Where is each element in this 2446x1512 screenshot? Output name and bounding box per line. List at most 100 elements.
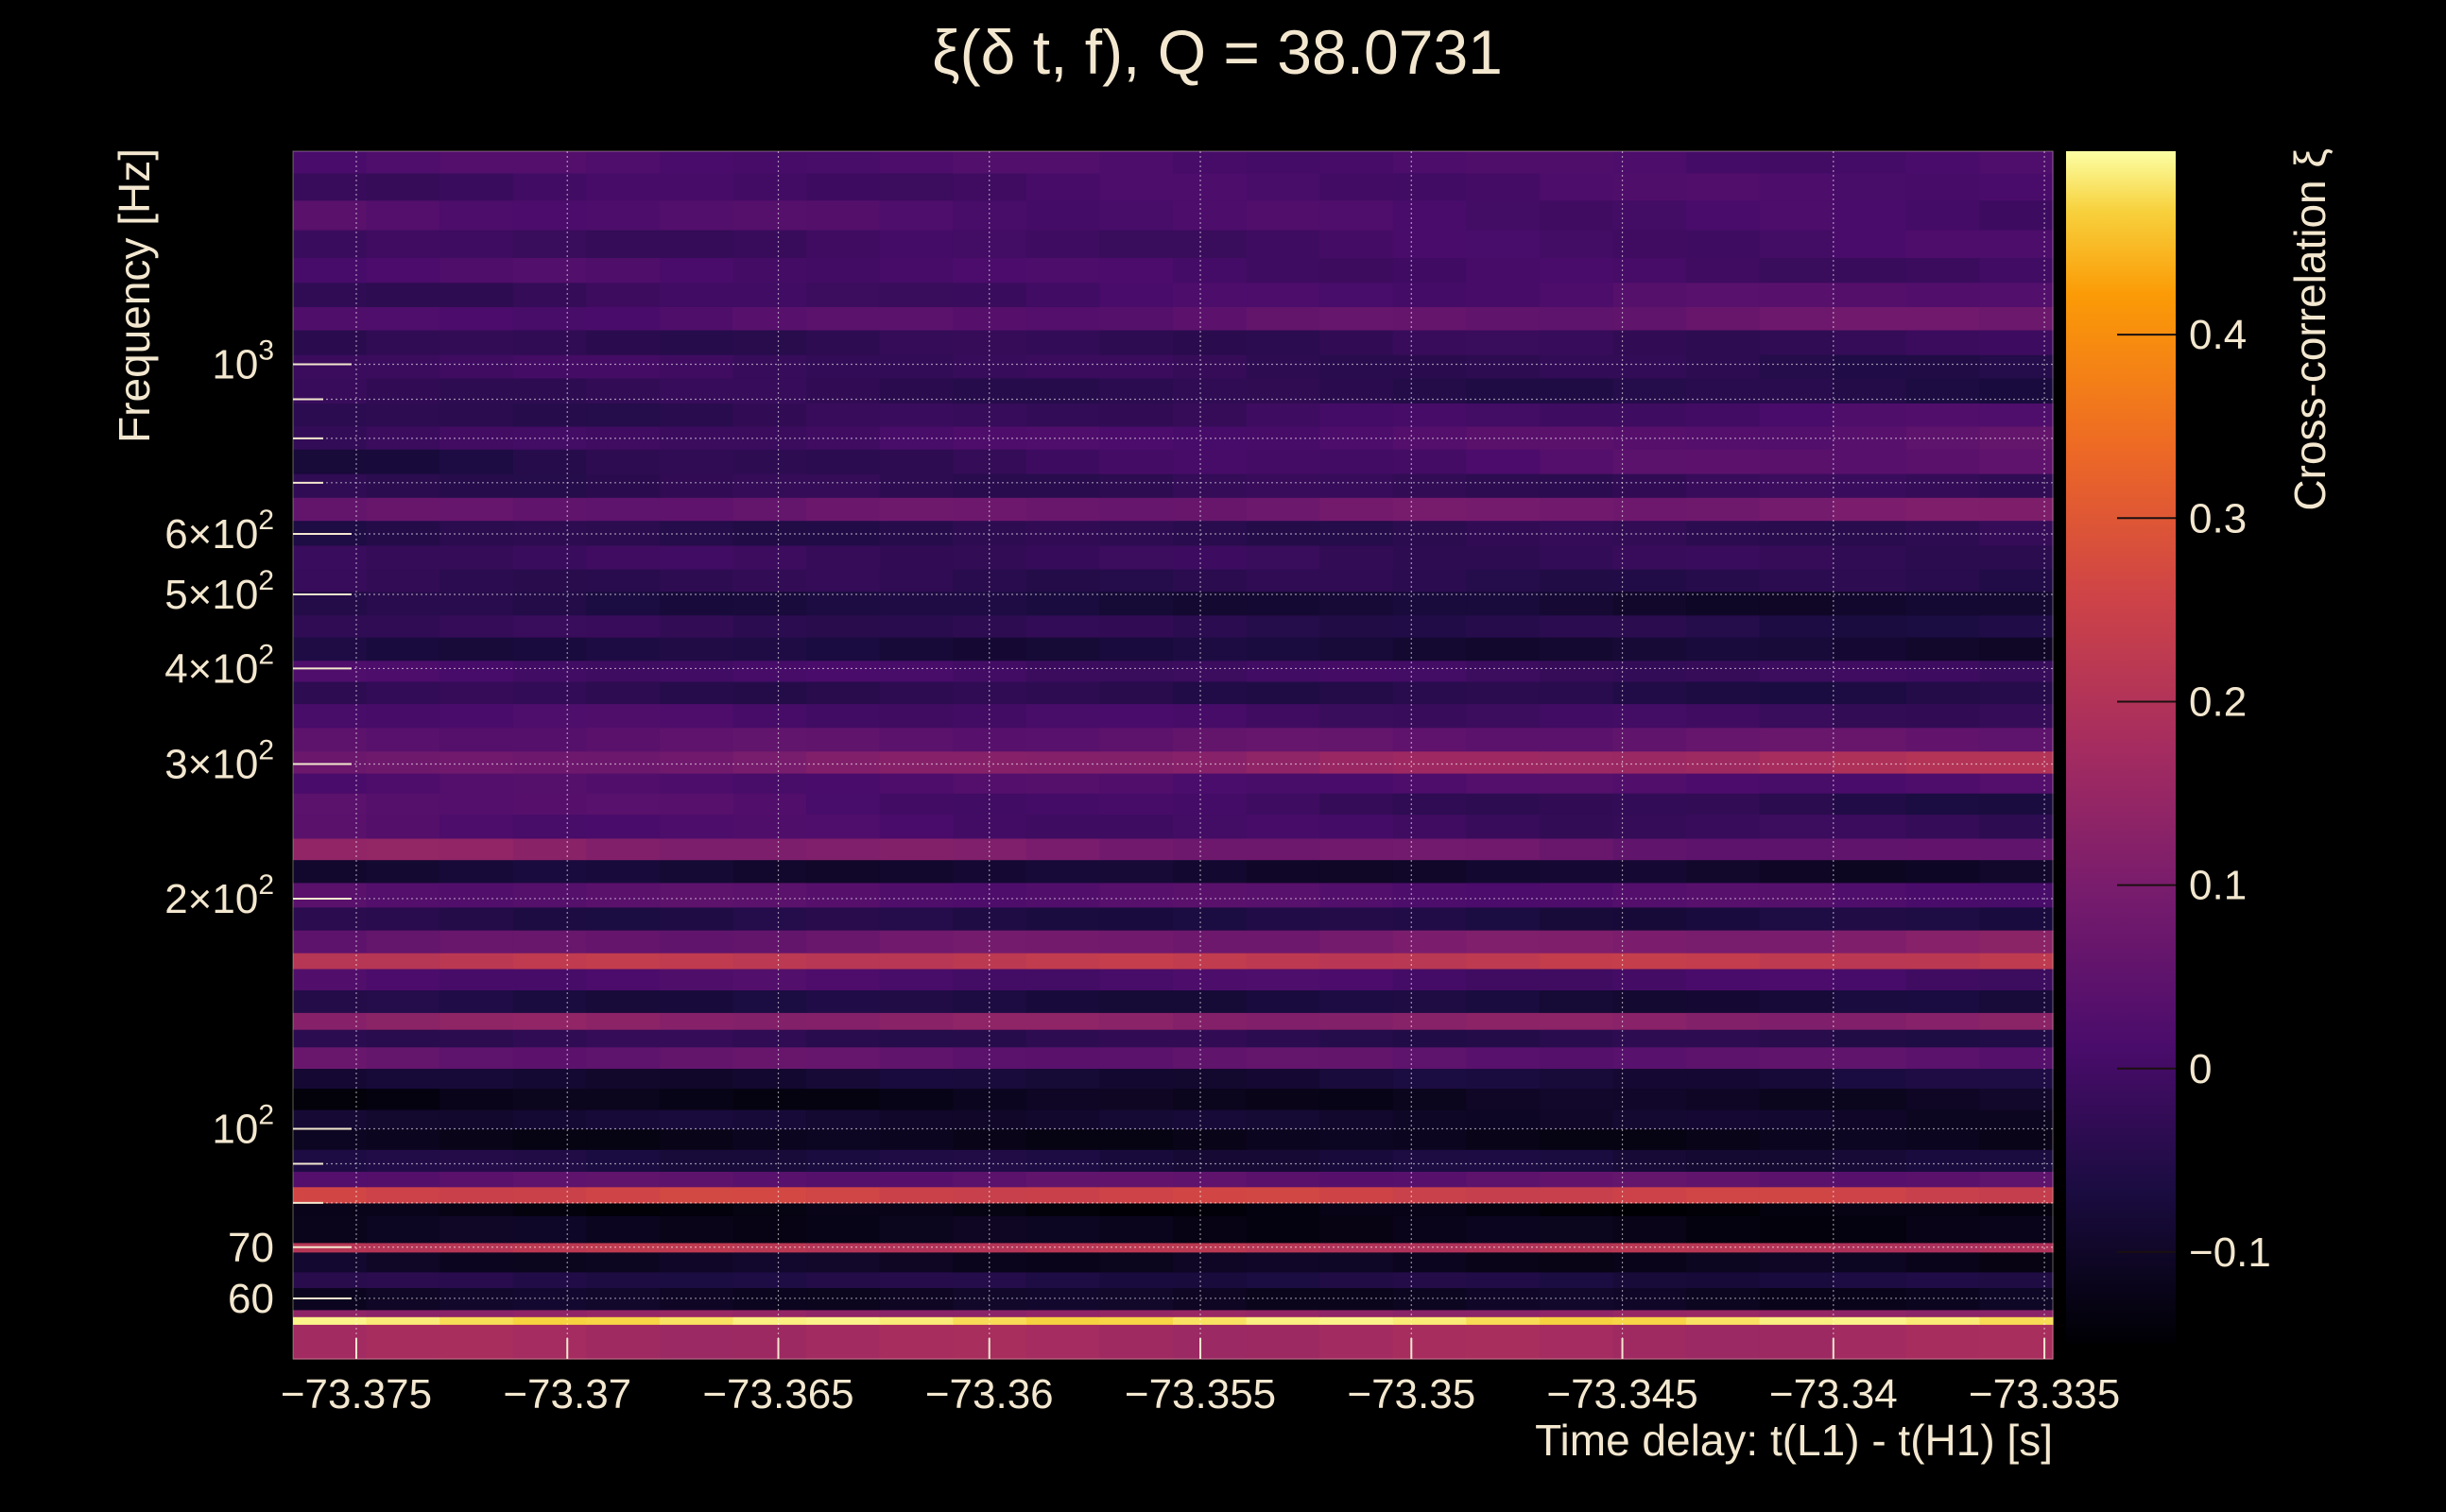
heatmap-cell [659,1068,734,1090]
heatmap-cell [512,230,587,258]
heatmap-cell [1466,544,1541,570]
heatmap-cell [1025,426,1100,450]
heatmap-cell [659,680,734,705]
heatmap-cell [1759,906,1834,931]
heatmap-cell [953,497,1027,522]
heatmap-cell [293,906,368,931]
heatmap-cell [1905,1309,1980,1317]
heatmap-cell [1905,906,1980,931]
heatmap-cell [659,199,734,231]
heatmap-cell [1392,636,1467,662]
y-tick-exponent: 2 [258,505,274,536]
heatmap-cell [1099,591,1174,616]
heatmap-cell [1466,969,1541,990]
heatmap-cell [806,953,881,970]
heatmap-cell [1539,1088,1614,1110]
heatmap-cell [1099,449,1174,474]
heatmap-cell [1759,882,1834,908]
heatmap-cell [586,614,661,638]
heatmap-cell [1319,1088,1394,1110]
heatmap-cell [1539,1068,1614,1090]
heatmap-cell [439,329,514,355]
heatmap-cell [1979,151,2054,174]
heatmap-cell [586,199,661,231]
heatmap-cell [879,1202,954,1216]
heatmap-cell [1173,1109,1248,1130]
heatmap-cell [879,953,954,970]
heatmap-cell [512,544,587,570]
heatmap-cell [1612,282,1687,307]
heatmap-cell [1173,859,1248,884]
heatmap-cell [1539,793,1614,816]
heatmap-cell [512,172,587,201]
heatmap-cell [1099,520,1174,546]
heatmap-cell [732,1171,807,1188]
heatmap-cell [1173,1128,1248,1150]
heatmap-cell [439,591,514,616]
heatmap-cell [1025,930,1100,954]
heatmap-cell [1686,1202,1761,1216]
heatmap-cell [1979,1171,2054,1188]
heatmap-cell [1392,306,1467,331]
heatmap-cell [806,1324,881,1360]
heatmap-cell [1025,306,1100,331]
heatmap-cell [1025,472,1100,498]
heatmap-cell [1539,703,1614,729]
heatmap-cell [366,773,440,794]
x-tick-label: −73.375 [281,1371,432,1418]
heatmap-cell [1319,1128,1394,1150]
heatmap-cell [1392,793,1467,816]
heatmap-cell [1539,230,1614,258]
heatmap-cell [1392,1088,1467,1110]
heatmap-cell [659,172,734,201]
heatmap-cell [512,354,587,379]
heatmap-cell [1466,591,1541,616]
heatmap-cell [293,449,368,474]
heatmap-cell [1833,703,1907,729]
heatmap-cell [1612,814,1687,839]
heatmap-cell [732,1149,807,1172]
heatmap-cell [1833,969,1907,990]
heatmap-cell [659,1088,734,1110]
heatmap-cell [1025,329,1100,355]
heatmap-cell [1979,520,2054,546]
heatmap-cell [1392,1149,1467,1172]
heatmap-cell [1466,306,1541,331]
heatmap-cell [1466,257,1541,284]
heatmap-cell [366,1186,440,1204]
heatmap-cell [1539,660,1614,682]
heatmap-cell [1099,930,1174,954]
heatmap-cell [1319,199,1394,231]
heatmap-cell [1539,591,1614,616]
heatmap-cell [1392,199,1467,231]
heatmap-cell [1759,1029,1834,1048]
heatmap-cell [366,930,440,954]
heatmap-cell [1025,151,1100,174]
heatmap-cell [659,1271,734,1288]
heatmap-cell [1833,1088,1907,1110]
heatmap-cell [1612,569,1687,593]
heatmap-cell [1246,472,1320,498]
heatmap-cell [659,544,734,570]
heatmap-cell [1759,814,1834,839]
heatmap-cell [1392,1046,1467,1069]
heatmap-cell [1173,497,1248,522]
heatmap-cell [1392,1324,1467,1360]
heatmap-cell [732,906,807,931]
heatmap-cell [953,306,1027,331]
heatmap-cell [1099,282,1174,307]
heatmap-cell [1905,199,1980,231]
heatmap-cell [293,257,368,284]
heatmap-cell [512,837,587,861]
heatmap-cell [1319,306,1394,331]
heatmap-cell [1025,703,1100,729]
heatmap-cell [1833,953,1907,970]
heatmap-cell [1612,727,1687,752]
heatmap-cell [1833,1109,1907,1130]
heatmap-cell [1173,591,1248,616]
heatmap-cell [366,520,440,546]
heatmap-cell [293,1215,368,1244]
heatmap-cell [586,1046,661,1069]
heatmap-cell [586,1149,661,1172]
heatmap-cell [512,1271,587,1288]
